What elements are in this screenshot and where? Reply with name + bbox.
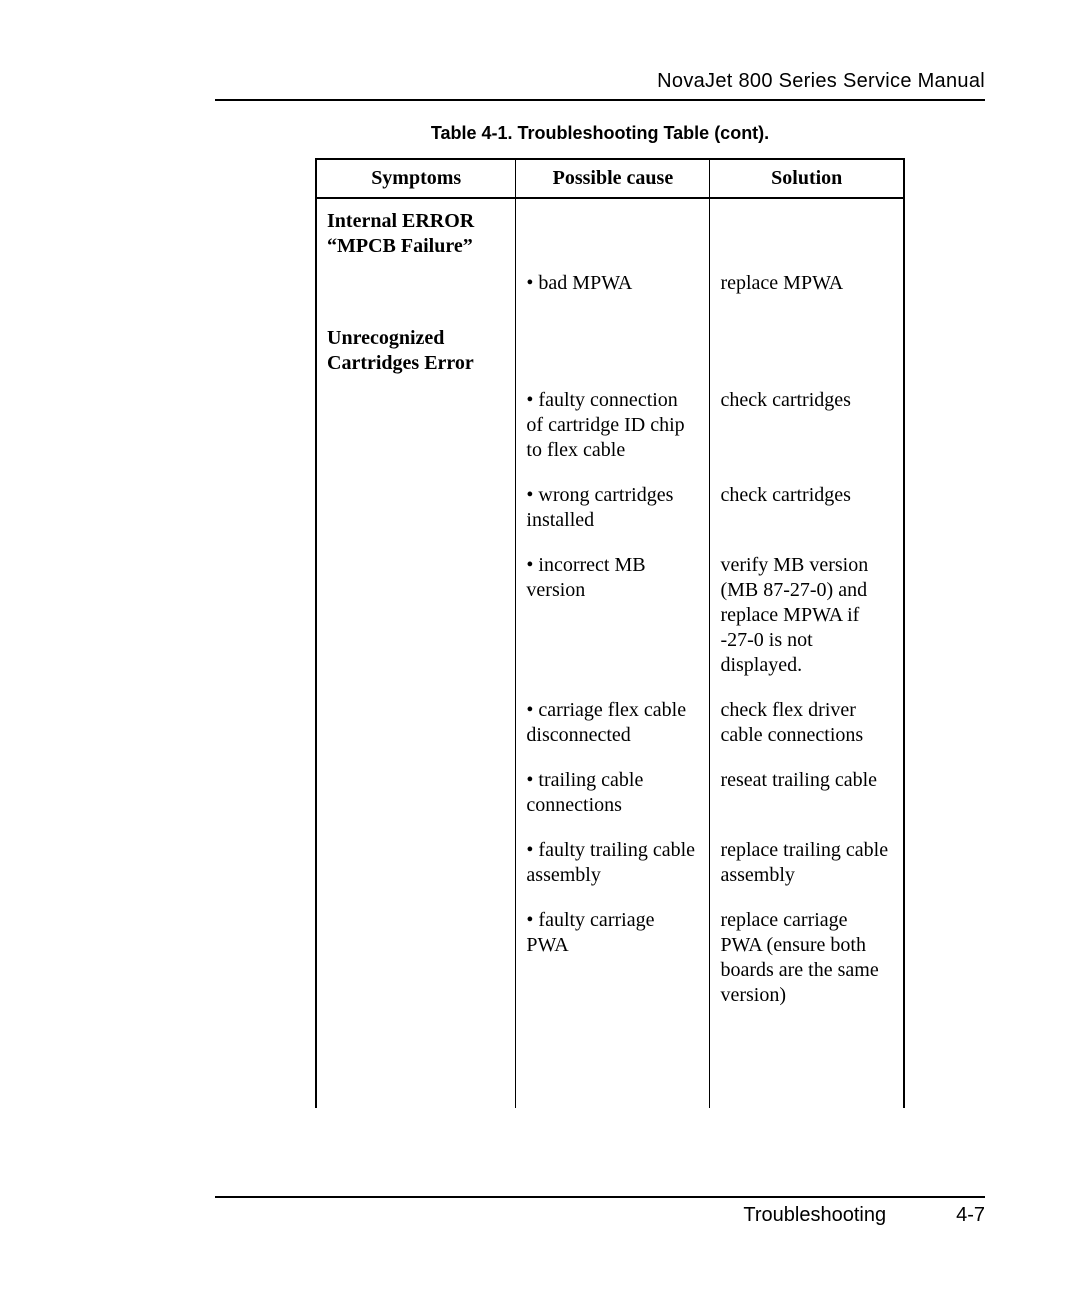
cause-cell: • incorrect MB version: [516, 543, 710, 688]
symptom-cell: [316, 378, 516, 473]
troubleshooting-table: Symptoms Possible cause Solution Interna…: [315, 158, 905, 1108]
cause-cell: • faulty connection of cartridge ID chip…: [516, 378, 710, 473]
table-row: • faulty connection of cartridge ID chip…: [316, 378, 904, 473]
cause-cell: • carriage flex cable disconnected: [516, 688, 710, 758]
cause-cell: • faulty trailing cable assembly: [516, 828, 710, 898]
cause-cell: [516, 1018, 710, 1108]
symptom-cell: [316, 758, 516, 828]
col-header-symptoms: Symptoms: [316, 159, 516, 198]
footer-section-name: Troubleshooting: [743, 1204, 886, 1226]
col-header-cause: Possible cause: [516, 159, 710, 198]
solution-cell: verify MB version (MB 87-27-0) and repla…: [710, 543, 904, 688]
table-row: • faulty trailing cable assembly replace…: [316, 828, 904, 898]
cause-cell: [516, 198, 710, 261]
symptom-line: Unrecognized: [327, 326, 505, 351]
cause-cell: • bad MPWA: [516, 261, 710, 306]
symptom-cell: [316, 261, 516, 306]
table-header-row: Symptoms Possible cause Solution: [316, 159, 904, 198]
solution-cell: [710, 1018, 904, 1108]
col-header-solution: Solution: [710, 159, 904, 198]
symptom-cell: [316, 1018, 516, 1108]
table-row: Internal ERROR “MPCB Failure”: [316, 198, 904, 261]
troubleshooting-table-wrap: Symptoms Possible cause Solution Interna…: [315, 158, 905, 1108]
symptom-cell: [316, 828, 516, 898]
solution-cell: check cartridges: [710, 473, 904, 543]
solution-cell: [710, 198, 904, 261]
solution-cell: replace carriage PWA (ensure both boards…: [710, 898, 904, 1018]
cause-cell: • faulty carriage PWA: [516, 898, 710, 1018]
solution-cell: reseat trailing cable: [710, 758, 904, 828]
solution-cell: [710, 306, 904, 378]
table-row: • faulty carriage PWA replace carriage P…: [316, 898, 904, 1018]
symptom-cell: [316, 473, 516, 543]
manual-header-title: NovaJet 800 Series Service Manual: [215, 70, 985, 101]
table-row: Unrecognized Cartridges Error: [316, 306, 904, 378]
symptom-line: Internal ERROR: [327, 209, 505, 234]
page-footer: Troubleshooting 4-7: [215, 1196, 985, 1226]
solution-cell: replace MPWA: [710, 261, 904, 306]
symptom-line: Cartridges Error: [327, 351, 505, 376]
cause-cell: [516, 306, 710, 378]
table-row: • incorrect MB version verify MB version…: [316, 543, 904, 688]
solution-cell: check cartridges: [710, 378, 904, 473]
table-row: • carriage flex cable disconnected check…: [316, 688, 904, 758]
symptom-cell: [316, 688, 516, 758]
footer-page-number: 4-7: [956, 1204, 985, 1226]
table-row: [316, 1018, 904, 1108]
symptom-line: “MPCB Failure”: [327, 234, 505, 259]
table-row: • trailing cable connections reseat trai…: [316, 758, 904, 828]
table-body: Internal ERROR “MPCB Failure” • bad MPWA…: [316, 198, 904, 1108]
table-row: • wrong cartridges installed check cartr…: [316, 473, 904, 543]
cause-cell: • trailing cable connections: [516, 758, 710, 828]
cause-cell: • wrong cartridges installed: [516, 473, 710, 543]
solution-cell: replace trailing cable assembly: [710, 828, 904, 898]
table-row: • bad MPWA replace MPWA: [316, 261, 904, 306]
table-caption: Table 4-1. Troubleshooting Table (cont).: [215, 123, 985, 144]
symptom-cell: Internal ERROR “MPCB Failure”: [316, 198, 516, 261]
symptom-cell: Unrecognized Cartridges Error: [316, 306, 516, 378]
symptom-cell: [316, 898, 516, 1018]
symptom-cell: [316, 543, 516, 688]
solution-cell: check flex driver cable connections: [710, 688, 904, 758]
